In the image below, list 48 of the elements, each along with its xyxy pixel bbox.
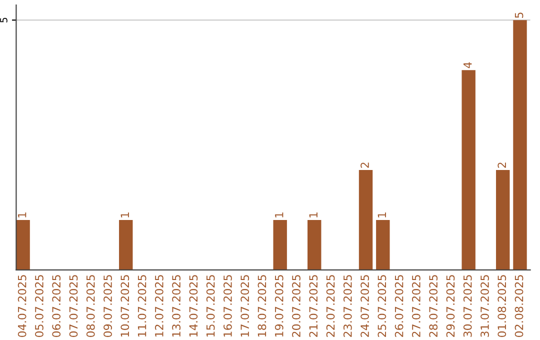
- x-tick-label: 01.08.2025: [498, 275, 506, 338]
- x-tick-label: 19.07.2025: [274, 275, 284, 337]
- bar: [462, 70, 476, 270]
- x-tick-label: 13.07.2025: [172, 275, 180, 337]
- data-label: 4: [464, 62, 472, 68]
- bar: [308, 220, 322, 270]
- data-label: 2: [360, 162, 369, 168]
- x-tick-label: 22.07.2025: [326, 275, 335, 337]
- x-tick-label: 25.07.2025: [378, 275, 386, 337]
- data-label: 5: [514, 12, 524, 18]
- x-tick-label: 11.07.2025: [138, 275, 146, 337]
- x-tick-label: 31.07.2025: [480, 275, 489, 337]
- x-tick-label: 20.07.2025: [292, 275, 300, 337]
- x-tick-label: 16.07.2025: [224, 275, 232, 337]
- x-tick-label: 04.07.2025: [18, 275, 26, 338]
- x-tick-label: 02.08.2025: [514, 275, 524, 338]
- x-tick-label: 28.07.2025: [429, 275, 438, 337]
- x-tick-label: 30.07.2025: [463, 275, 472, 337]
- x-tick-label: 18.07.2025: [258, 275, 266, 337]
- data-label: 1: [18, 212, 26, 218]
- data-label: 1: [309, 212, 318, 218]
- x-tick-label: 07.07.2025: [69, 275, 78, 338]
- x-tick-label: 10.07.2025: [120, 275, 130, 337]
- x-tick-label: 26.07.2025: [394, 275, 404, 337]
- x-tick-label: 08.07.2025: [86, 275, 95, 338]
- x-tick-label: 21.07.2025: [309, 275, 318, 337]
- bar: [376, 220, 390, 270]
- bar: [358, 170, 373, 270]
- bar: [513, 20, 527, 270]
- bar: [273, 220, 287, 270]
- x-tick-label: 14.07.2025: [189, 275, 198, 337]
- x-tick-label: 05.07.2025: [35, 275, 44, 338]
- x-tick-label: 09.07.2025: [104, 275, 112, 338]
- bar: [16, 220, 30, 270]
- x-tick-label: 06.07.2025: [52, 275, 61, 338]
- bar: [119, 220, 133, 270]
- data-label: 2: [498, 162, 506, 168]
- x-tick-label: 12.07.2025: [154, 275, 164, 337]
- x-tick-label: 29.07.2025: [446, 275, 455, 337]
- x-tick-label: 17.07.2025: [240, 275, 250, 337]
- bar: [496, 170, 510, 270]
- x-tick-label: 27.07.2025: [412, 275, 420, 337]
- x-tick-label: 24.07.2025: [360, 275, 369, 337]
- x-tick-label: 23.07.2025: [343, 275, 352, 337]
- data-label: 1: [120, 212, 129, 218]
- data-label: 1: [275, 212, 284, 218]
- data-label: 1: [378, 212, 386, 218]
- x-tick-label: 15.07.2025: [206, 275, 215, 337]
